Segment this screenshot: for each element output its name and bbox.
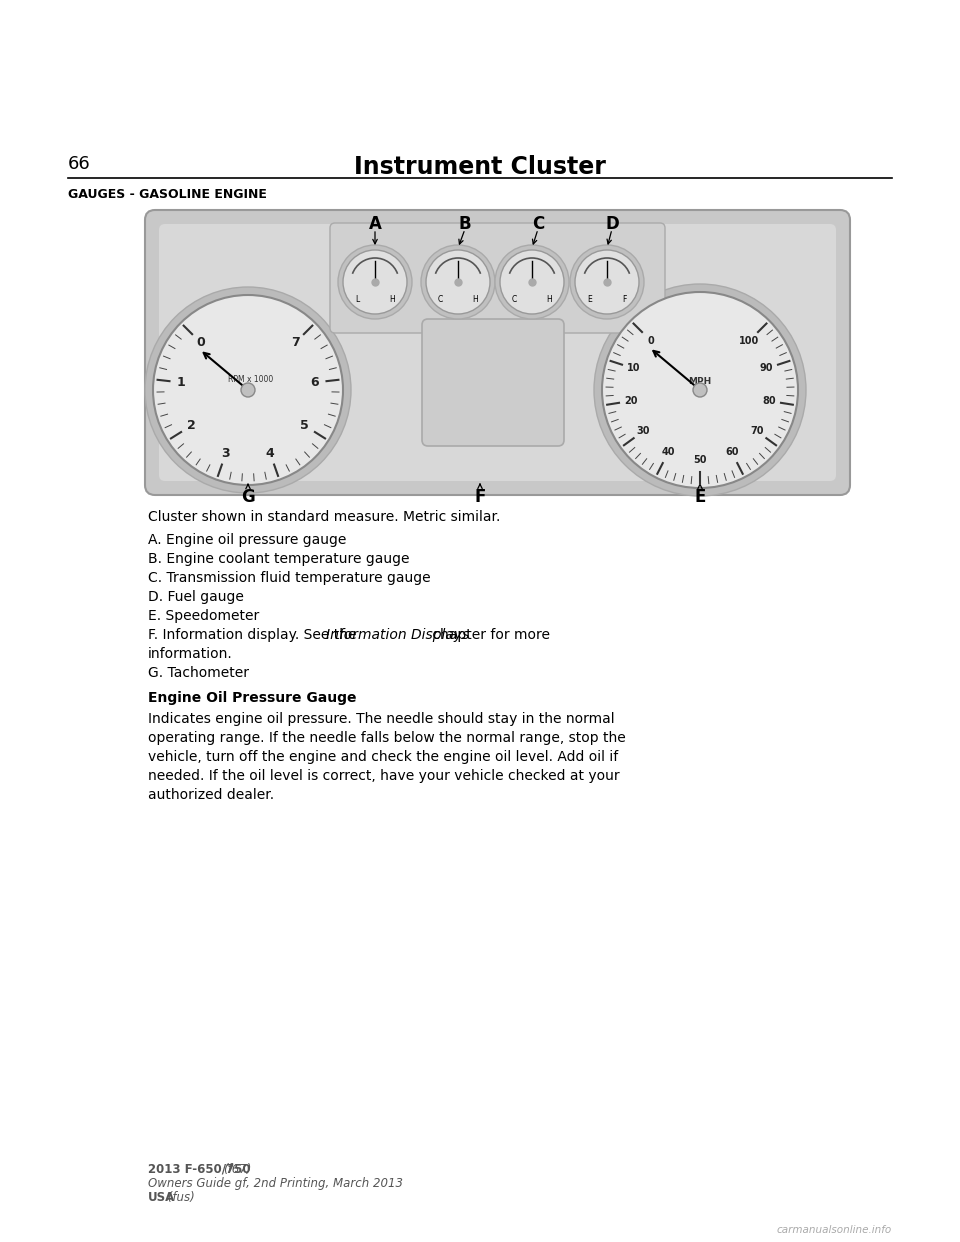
Text: D: D — [605, 215, 619, 233]
Text: H: H — [472, 296, 478, 304]
Text: C: C — [532, 215, 544, 233]
Text: Cluster shown in standard measure. Metric similar.: Cluster shown in standard measure. Metri… — [148, 510, 500, 524]
Text: 20: 20 — [624, 396, 637, 406]
Text: 90: 90 — [759, 364, 774, 374]
FancyBboxPatch shape — [330, 224, 665, 333]
Circle shape — [693, 383, 707, 397]
Text: 60: 60 — [725, 447, 738, 457]
Text: E: E — [587, 296, 591, 304]
Circle shape — [426, 250, 490, 314]
Text: 30: 30 — [636, 426, 650, 436]
Text: F: F — [622, 296, 627, 304]
Text: Engine Oil Pressure Gauge: Engine Oil Pressure Gauge — [148, 691, 356, 705]
Text: information.: information. — [148, 647, 232, 661]
Text: 2: 2 — [187, 419, 196, 432]
Circle shape — [500, 250, 564, 314]
Circle shape — [338, 245, 412, 319]
Text: C: C — [512, 296, 517, 304]
Text: C: C — [438, 296, 443, 304]
Text: chapter for more: chapter for more — [427, 628, 549, 642]
Text: operating range. If the needle falls below the normal range, stop the: operating range. If the needle falls bel… — [148, 732, 626, 745]
Text: Information Displays: Information Displays — [325, 628, 469, 642]
Text: Owners Guide gf, 2nd Printing, March 2013: Owners Guide gf, 2nd Printing, March 201… — [148, 1177, 403, 1190]
Circle shape — [145, 287, 351, 493]
Text: B: B — [459, 215, 471, 233]
Text: H: H — [390, 296, 396, 304]
Text: F: F — [474, 488, 486, 505]
Text: F. Information display. See the: F. Information display. See the — [148, 628, 361, 642]
Text: 6: 6 — [310, 376, 319, 389]
Text: 0: 0 — [647, 335, 654, 345]
Circle shape — [602, 292, 798, 488]
Text: Indicates engine oil pressure. The needle should stay in the normal: Indicates engine oil pressure. The needl… — [148, 712, 614, 727]
Circle shape — [575, 250, 639, 314]
Text: (fus): (fus) — [163, 1191, 194, 1203]
Text: H: H — [547, 296, 552, 304]
Text: G: G — [241, 488, 254, 505]
Text: B. Engine coolant temperature gauge: B. Engine coolant temperature gauge — [148, 551, 410, 566]
Circle shape — [594, 284, 806, 496]
Text: D. Fuel gauge: D. Fuel gauge — [148, 590, 244, 604]
Text: 3: 3 — [222, 447, 230, 460]
Text: 40: 40 — [661, 447, 675, 457]
Text: A. Engine oil pressure gauge: A. Engine oil pressure gauge — [148, 533, 347, 546]
Text: 1: 1 — [177, 376, 186, 389]
Text: carmanualsonline.info: carmanualsonline.info — [777, 1225, 892, 1235]
Text: C. Transmission fluid temperature gauge: C. Transmission fluid temperature gauge — [148, 571, 431, 585]
Text: 5: 5 — [300, 419, 309, 432]
Text: 2013 F-650/750: 2013 F-650/750 — [148, 1163, 254, 1176]
Text: E. Speedometer: E. Speedometer — [148, 609, 259, 623]
Text: 70: 70 — [750, 426, 763, 436]
Text: 4: 4 — [266, 447, 275, 460]
FancyBboxPatch shape — [422, 319, 564, 446]
Circle shape — [153, 296, 343, 484]
Circle shape — [241, 383, 255, 397]
Text: 0: 0 — [196, 337, 205, 349]
Text: 100: 100 — [739, 335, 759, 345]
Text: 10: 10 — [627, 364, 640, 374]
Text: GAUGES - GASOLINE ENGINE: GAUGES - GASOLINE ENGINE — [68, 188, 267, 201]
Text: 50: 50 — [693, 455, 707, 465]
FancyBboxPatch shape — [159, 224, 836, 481]
Text: vehicle, turn off the engine and check the engine oil level. Add oil if: vehicle, turn off the engine and check t… — [148, 750, 618, 764]
Circle shape — [343, 250, 407, 314]
Text: RPM x 1000: RPM x 1000 — [228, 375, 274, 385]
Text: 80: 80 — [762, 396, 776, 406]
Text: 7: 7 — [291, 337, 300, 349]
Text: A: A — [369, 215, 381, 233]
FancyBboxPatch shape — [145, 210, 850, 496]
Text: E: E — [694, 488, 706, 505]
Circle shape — [495, 245, 569, 319]
Text: needed. If the oil level is correct, have your vehicle checked at your: needed. If the oil level is correct, hav… — [148, 769, 619, 782]
Text: authorized dealer.: authorized dealer. — [148, 787, 275, 802]
Text: L: L — [355, 296, 360, 304]
Text: USA: USA — [148, 1191, 176, 1203]
Text: MPH: MPH — [688, 378, 711, 386]
Text: 66: 66 — [68, 155, 91, 173]
Text: Instrument Cluster: Instrument Cluster — [354, 155, 606, 179]
Circle shape — [570, 245, 644, 319]
Circle shape — [421, 245, 495, 319]
Text: (f67): (f67) — [223, 1163, 252, 1176]
Text: G. Tachometer: G. Tachometer — [148, 666, 249, 681]
